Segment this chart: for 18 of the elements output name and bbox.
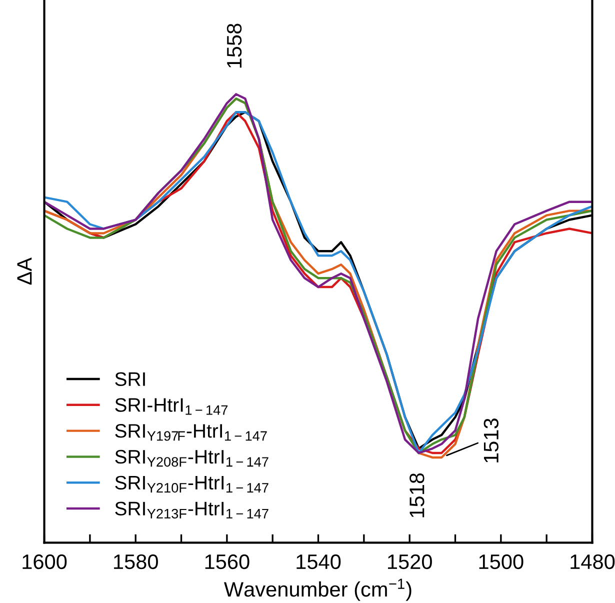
x-tick-label: 1520: [388, 554, 432, 570]
x-tick-label: 1580: [114, 554, 158, 570]
x-tick-label: 1500: [479, 554, 524, 570]
annotation: 1518: [410, 473, 424, 518]
x-tick-label: 1540: [296, 554, 341, 570]
legend-label: SRI-HtrI$_{1−147}$: [115, 398, 228, 415]
x-tick-label: 1600: [22, 554, 67, 570]
annotation: 1558: [226, 24, 242, 68]
legend-label: SRI$_{Y213F}$-HtrI$_{1−147}$: [115, 502, 268, 519]
legend-label: SRI$_{Y208F}$-HtrI$_{1−147}$: [115, 450, 268, 467]
y-axis-title: ΔA: [17, 257, 32, 285]
legend-label: SRI$_{Y197F}$-HtrI$_{1−147}$: [115, 424, 267, 441]
x-tick-label: 1560: [205, 554, 250, 570]
legend-label: SRI: [115, 372, 145, 386]
x-tick-label: 1480: [570, 554, 615, 570]
annotation: 1513: [484, 418, 499, 462]
legend-label: SRI$_{Y210F}$-HtrI$_{1−147}$: [115, 476, 268, 493]
x-axis-title: Wavenumber (cm$^{−1}$): [224, 578, 412, 601]
